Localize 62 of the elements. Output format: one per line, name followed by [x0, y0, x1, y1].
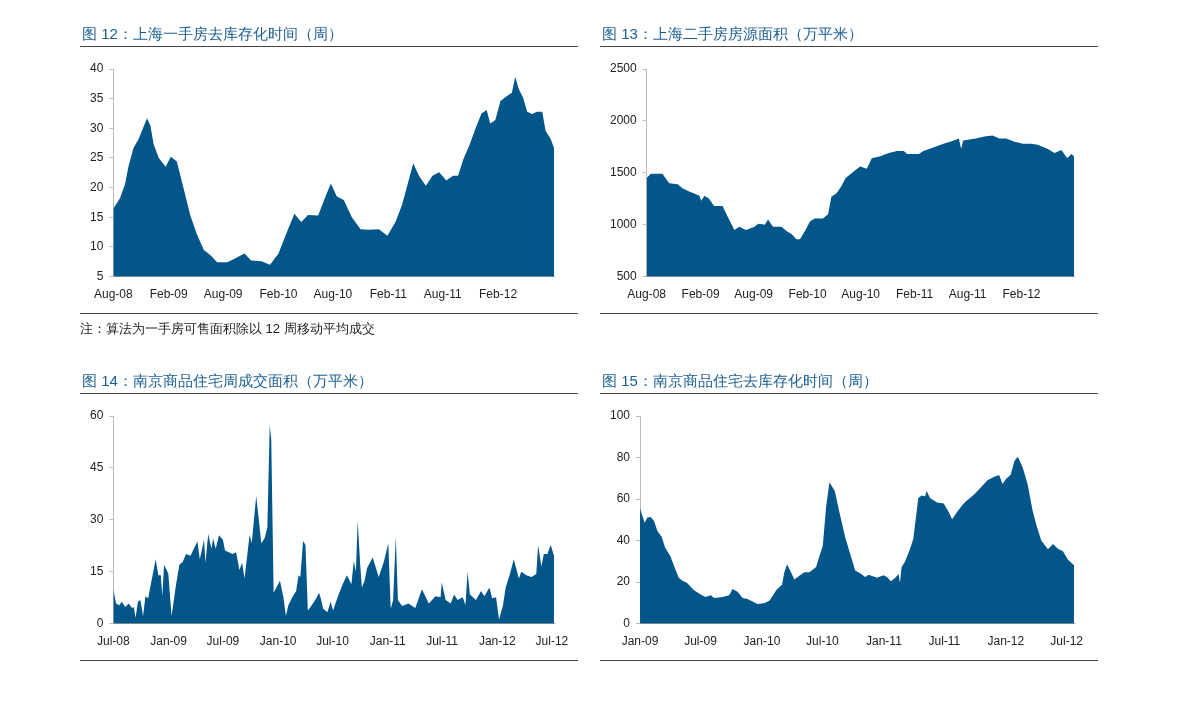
x-tick-label: Jan-12 — [478, 634, 516, 649]
x-tick-label: Jul-11 — [928, 634, 961, 649]
x-tick-label: Aug-11 — [423, 287, 462, 302]
x-tick-label: Jul-09 — [684, 634, 718, 649]
y-tick-label: 2000 — [609, 113, 638, 128]
y-tick-label: 60 — [89, 408, 104, 423]
x-tick-label: Feb-11 — [896, 287, 934, 302]
y-tick-label: 15 — [89, 564, 104, 579]
x-tick-label: Feb-09 — [149, 287, 189, 302]
y-tick-label: 5 — [96, 268, 104, 283]
x-tick-label: Jul-12 — [535, 634, 569, 649]
x-tick-label: Feb-10 — [788, 287, 827, 302]
chart-title: 图 15：南京商品住宅去库存化时间（周） — [600, 369, 1098, 394]
y-tick-label: 40 — [616, 532, 631, 547]
x-tick-label: Jul-08 — [97, 634, 131, 649]
x-tick-label: Feb-10 — [259, 287, 298, 302]
x-tick-label: Feb-09 — [681, 287, 720, 302]
y-tick-label: 10 — [89, 239, 104, 254]
y-tick-label: 45 — [89, 460, 104, 475]
x-tick-label: Aug-08 — [627, 287, 667, 302]
x-tick-label: Aug-10 — [313, 287, 353, 302]
y-tick-label: 35 — [89, 90, 104, 105]
x-tick-label: Aug-08 — [94, 287, 134, 302]
y-tick-label: 1500 — [609, 165, 638, 180]
x-tick-label: Jul-09 — [206, 634, 240, 649]
y-tick-label: 2500 — [609, 61, 638, 76]
y-tick-label: 15 — [89, 209, 104, 224]
x-tick-label: Jan-12 — [987, 634, 1025, 649]
y-tick-label: 20 — [89, 179, 104, 194]
x-tick-label: Feb-12 — [479, 287, 518, 302]
y-tick-label: 60 — [616, 491, 631, 506]
x-tick-label: Jan-10 — [743, 634, 781, 649]
x-tick-label: Jan-09 — [621, 634, 659, 649]
y-tick-label: 80 — [616, 449, 631, 464]
x-tick-label: Jan-10 — [259, 634, 297, 649]
chart-title: 图 14：南京商品住宅周成交面积（万平米） — [80, 369, 578, 394]
chart-title: 图 12：上海一手房去库存化时间（周） — [80, 22, 578, 47]
x-tick-label: Aug-11 — [948, 287, 987, 302]
x-tick-label: Jan-11 — [866, 634, 903, 649]
x-tick-label: Aug-09 — [203, 287, 243, 302]
y-tick-label: 0 — [623, 615, 631, 630]
x-tick-label: Jul-12 — [1050, 634, 1084, 649]
y-tick-label: 40 — [89, 61, 104, 76]
x-tick-label: Jul-10 — [806, 634, 840, 649]
x-tick-label: Aug-09 — [734, 287, 774, 302]
y-tick-label: 30 — [89, 120, 104, 135]
y-tick-label: 1000 — [609, 217, 638, 232]
x-tick-label: Aug-10 — [841, 287, 881, 302]
chart-title: 图 13：上海二手房房源面积（万平米） — [600, 22, 1098, 47]
x-tick-label: Jan-11 — [369, 634, 406, 649]
x-tick-label: Jul-10 — [316, 634, 350, 649]
x-tick-label: Feb-12 — [1002, 287, 1041, 302]
y-tick-label: 500 — [616, 268, 638, 283]
y-tick-label: 100 — [609, 408, 631, 423]
y-tick-label: 30 — [89, 512, 104, 527]
x-tick-label: Jul-11 — [426, 634, 459, 649]
y-tick-label: 25 — [89, 150, 104, 165]
x-tick-label: Jan-09 — [150, 634, 188, 649]
text: 注：算法为一手房可售面积除以 12 周移动平均成交 — [80, 320, 376, 338]
x-tick-label: Feb-11 — [369, 287, 408, 302]
y-tick-label: 0 — [96, 615, 104, 630]
y-tick-label: 20 — [616, 574, 631, 589]
